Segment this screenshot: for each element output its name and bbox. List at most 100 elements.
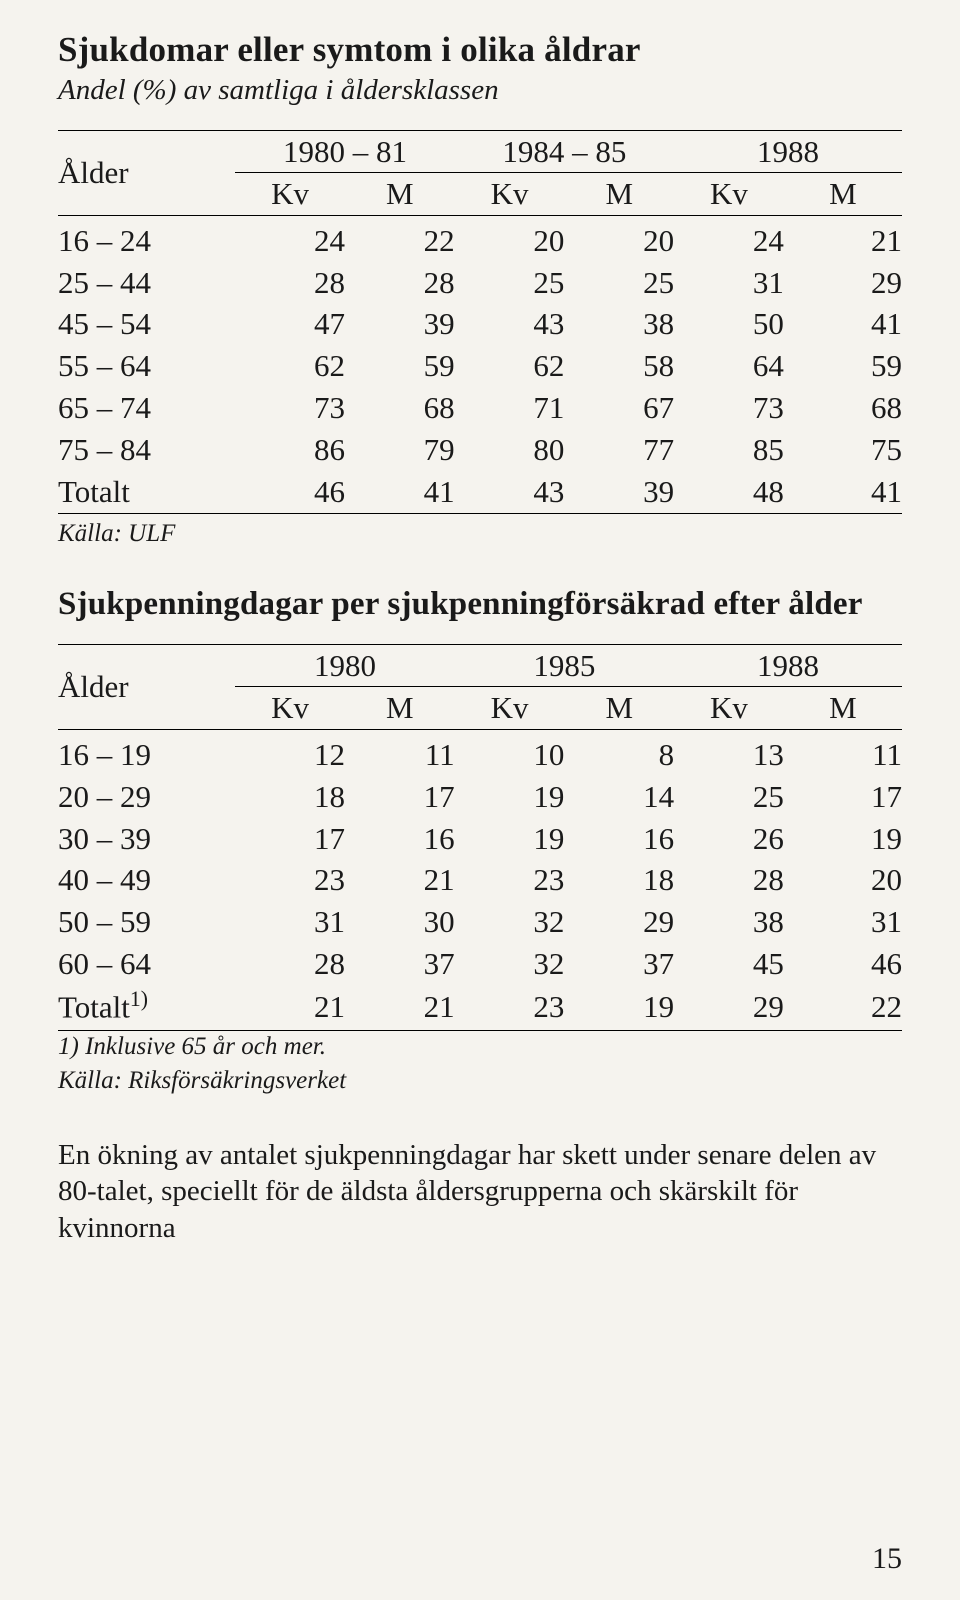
cell: 41 [784, 303, 902, 345]
table-row: 16 – 24242220202421 [58, 220, 902, 262]
cell: 43 [455, 303, 565, 345]
cell: 86 [235, 429, 345, 471]
cell: 17 [784, 776, 902, 818]
cell: 79 [345, 429, 455, 471]
row-label: 16 – 19 [58, 734, 235, 776]
table-row: 65 – 74736871677368 [58, 387, 902, 429]
table2-source: Källa: Riksförsäkringsverket [58, 1067, 902, 1095]
row-label: 60 – 64 [58, 943, 235, 985]
cell: 16 [345, 818, 455, 860]
cell: 31 [235, 901, 345, 943]
table2-footnote: 1) Inklusive 65 år och mer. [58, 1030, 902, 1061]
table2-year-1: 1980 [235, 644, 454, 687]
cell: 50 [674, 303, 784, 345]
table-row: 30 – 39171619162619 [58, 818, 902, 860]
table2-row-header: Ålder [58, 644, 235, 730]
row-label: 40 – 49 [58, 859, 235, 901]
cell: 12 [235, 734, 345, 776]
row-label: 25 – 44 [58, 262, 235, 304]
cell: 13 [674, 734, 784, 776]
cell: 20 [784, 859, 902, 901]
cell: 31 [674, 262, 784, 304]
table-row: 60 – 64283732374546 [58, 943, 902, 985]
cell: 48 [674, 471, 784, 513]
cell: 21 [235, 985, 345, 1028]
cell: 85 [674, 429, 784, 471]
cell: 19 [564, 985, 674, 1028]
table-row: 50 – 59313032293831 [58, 901, 902, 943]
cell: 45 [674, 943, 784, 985]
cell: 19 [784, 818, 902, 860]
table1-title: Sjukdomar eller symtom i olika åldrar [58, 30, 902, 70]
row-label: 20 – 29 [58, 776, 235, 818]
cell: 38 [564, 303, 674, 345]
cell: 18 [564, 859, 674, 901]
table2: Ålder 1980 1985 1988 Kv M Kv M Kv M 16 –… [58, 644, 902, 1028]
cell: 23 [455, 985, 565, 1028]
table-row: 75 – 84867980778575 [58, 429, 902, 471]
row-label: 16 – 24 [58, 220, 235, 262]
cell: 41 [784, 471, 902, 513]
table1-source: Källa: ULF [58, 520, 902, 548]
cell: 73 [674, 387, 784, 429]
table1-subhead: Kv [455, 173, 565, 216]
cell: 29 [784, 262, 902, 304]
table-row: Totalt464143394841 [58, 471, 902, 513]
cell: 41 [345, 471, 455, 513]
cell: 47 [235, 303, 345, 345]
cell: 68 [784, 387, 902, 429]
cell: 8 [564, 734, 674, 776]
table-row: 16 – 1912111081311 [58, 734, 902, 776]
cell: 26 [674, 818, 784, 860]
cell: 32 [455, 901, 565, 943]
cell: 67 [564, 387, 674, 429]
cell: 64 [674, 345, 784, 387]
table-row: 40 – 49232123182820 [58, 859, 902, 901]
cell: 17 [345, 776, 455, 818]
table1-subhead: Kv [674, 173, 784, 216]
cell: 28 [345, 262, 455, 304]
table2-subhead: M [784, 687, 902, 730]
cell: 39 [345, 303, 455, 345]
cell: 38 [674, 901, 784, 943]
table2-subhead: Kv [235, 687, 345, 730]
cell: 37 [345, 943, 455, 985]
document-page: Sjukdomar eller symtom i olika åldrar An… [0, 0, 960, 1600]
cell: 17 [235, 818, 345, 860]
cell: 31 [784, 901, 902, 943]
cell: 59 [784, 345, 902, 387]
table-row: 25 – 44282825253129 [58, 262, 902, 304]
row-label: Totalt [58, 471, 235, 513]
cell: 28 [235, 943, 345, 985]
table1-year-3: 1988 [674, 130, 902, 173]
cell: 21 [345, 985, 455, 1028]
cell: 20 [564, 220, 674, 262]
cell: 62 [455, 345, 565, 387]
cell: 29 [564, 901, 674, 943]
table-row: 20 – 29181719142517 [58, 776, 902, 818]
cell: 80 [455, 429, 565, 471]
cell: 10 [455, 734, 565, 776]
table1: Ålder 1980 – 81 1984 – 85 1988 Kv M Kv M… [58, 130, 902, 514]
cell: 62 [235, 345, 345, 387]
cell: 73 [235, 387, 345, 429]
cell: 75 [784, 429, 902, 471]
cell: 20 [455, 220, 565, 262]
row-label: 55 – 64 [58, 345, 235, 387]
cell: 46 [784, 943, 902, 985]
table1-subtitle: Andel (%) av samtliga i åldersklassen [58, 74, 902, 107]
cell: 25 [455, 262, 565, 304]
cell: 11 [784, 734, 902, 776]
table2-year-2: 1985 [455, 644, 674, 687]
table2-subhead: Kv [455, 687, 565, 730]
table-row: Totalt1)212123192922 [58, 985, 902, 1028]
cell: 14 [564, 776, 674, 818]
cell: 23 [235, 859, 345, 901]
cell: 19 [455, 818, 565, 860]
cell: 30 [345, 901, 455, 943]
cell: 21 [784, 220, 902, 262]
table1-subhead: Kv [235, 173, 345, 216]
row-label: Totalt1) [58, 985, 235, 1028]
row-label: 75 – 84 [58, 429, 235, 471]
row-label: 65 – 74 [58, 387, 235, 429]
